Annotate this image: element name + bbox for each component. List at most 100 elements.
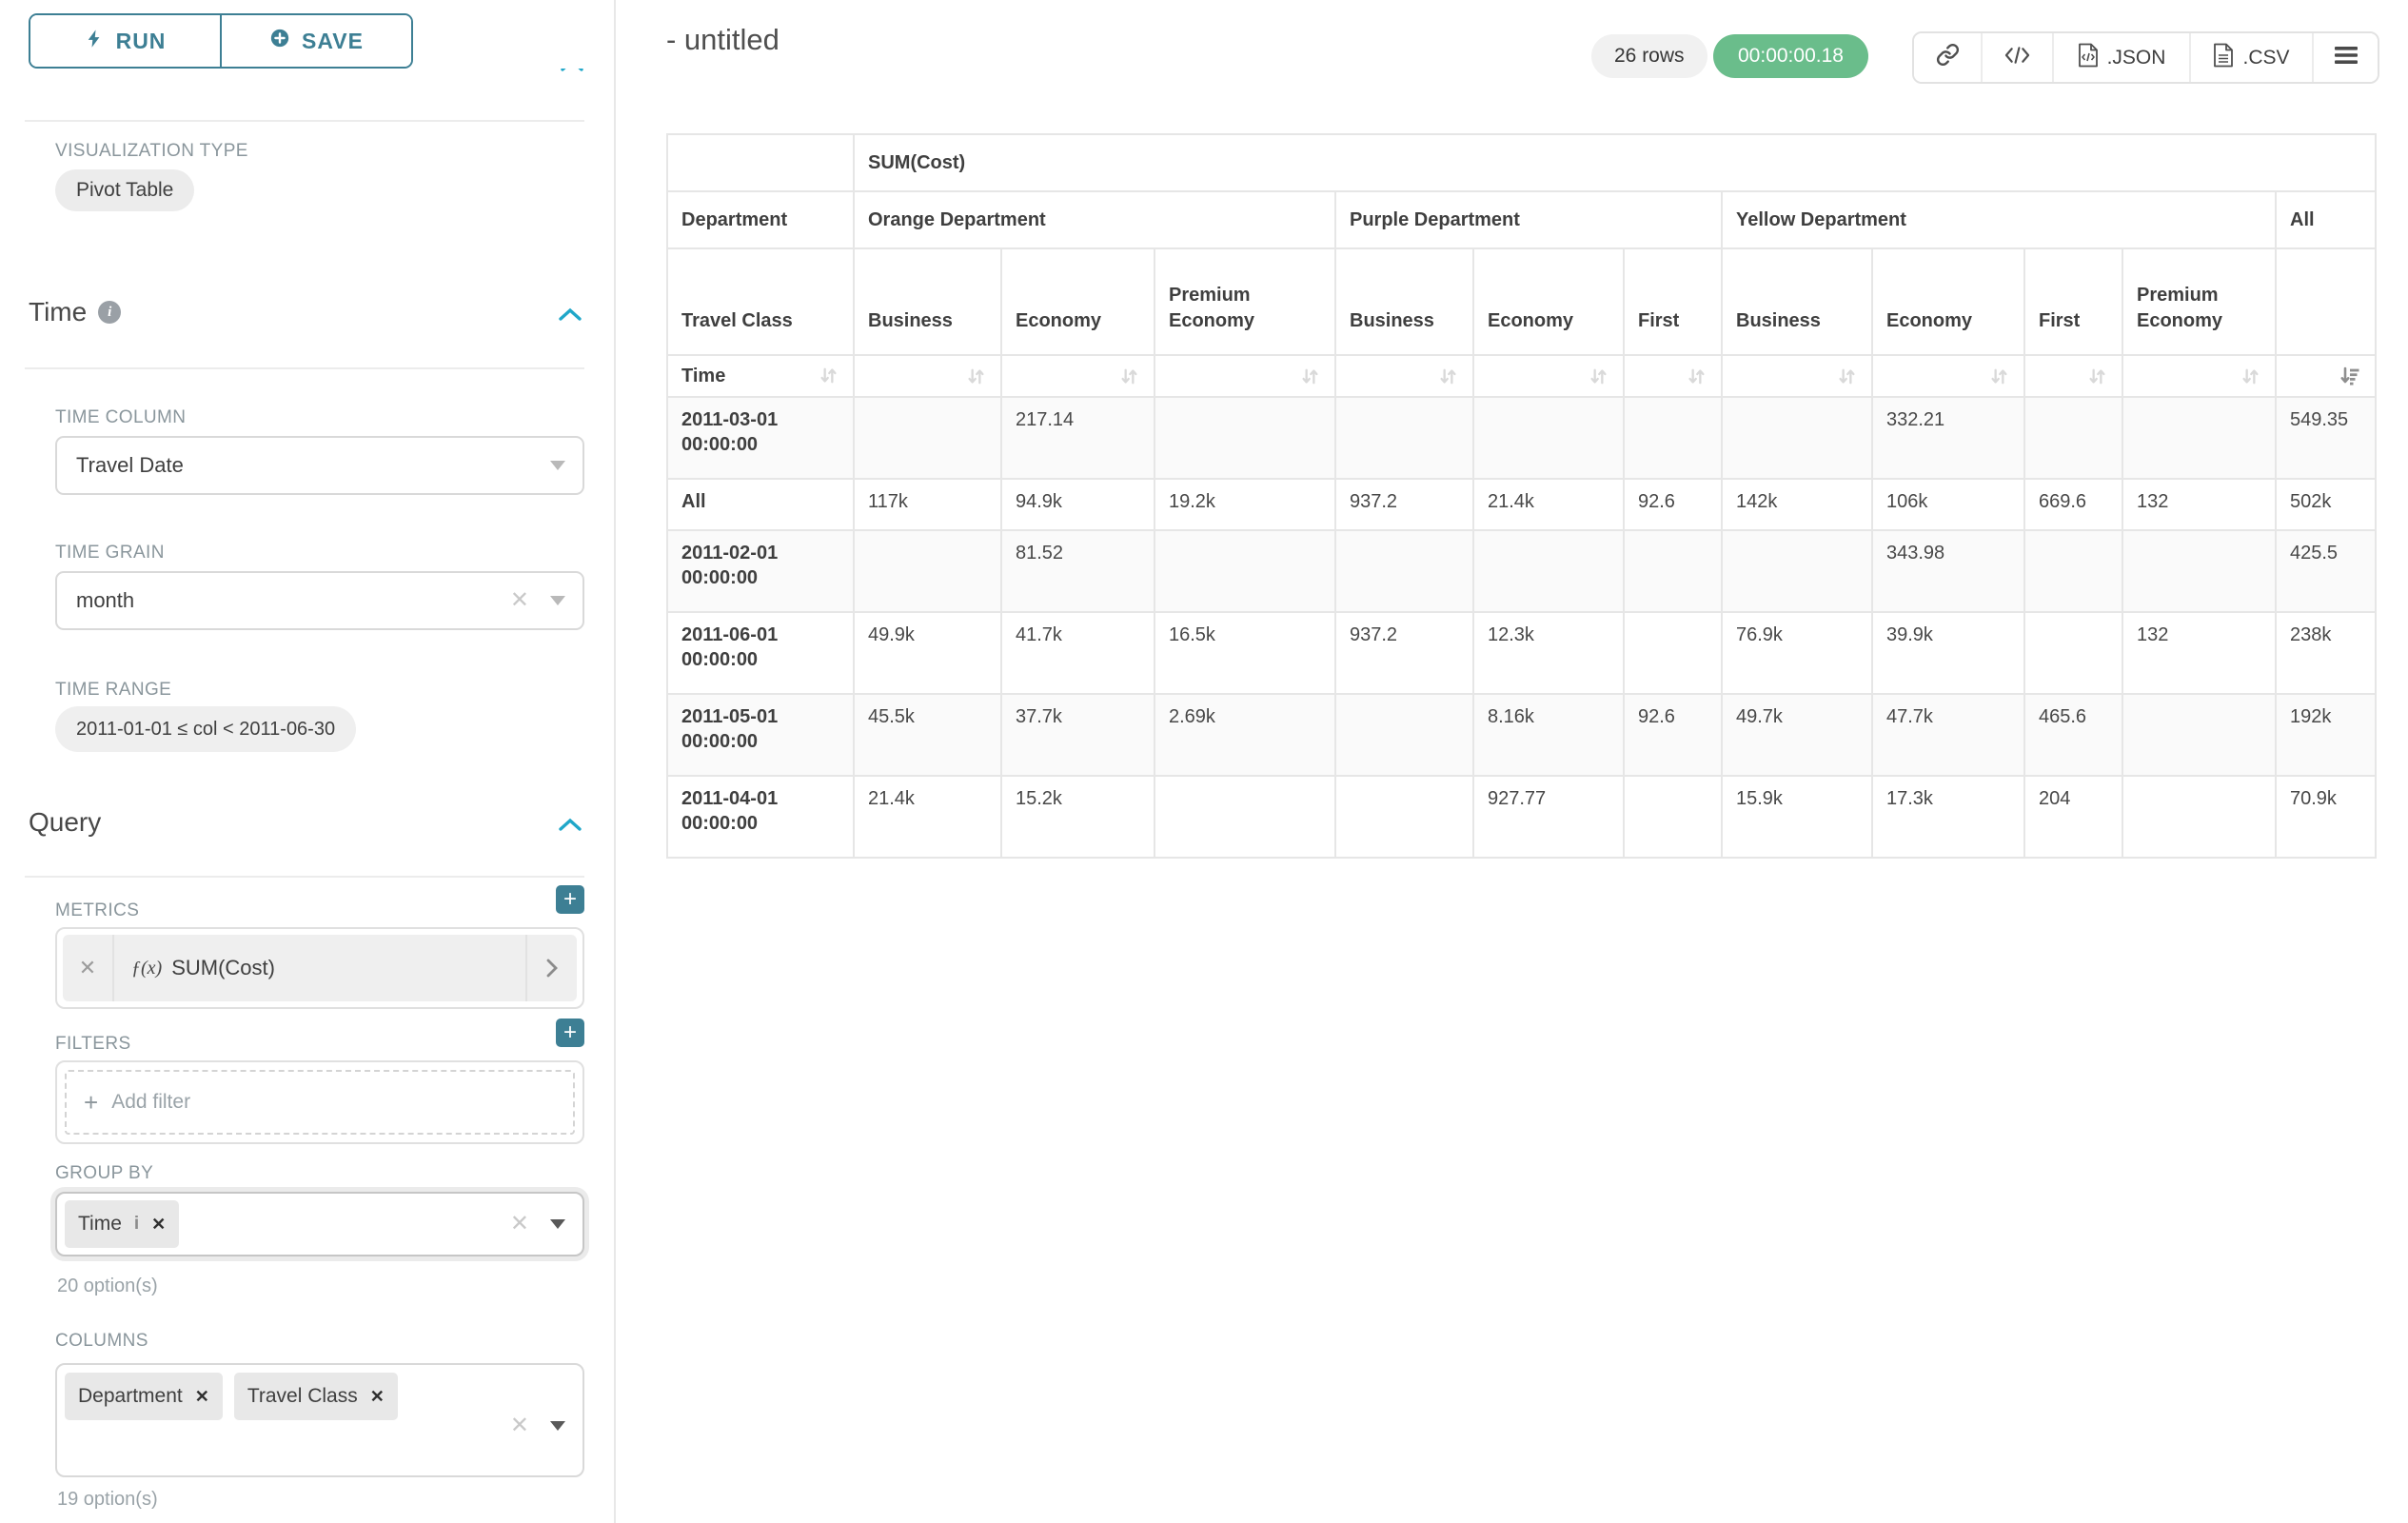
data-cell: [2123, 777, 2277, 859]
run-button[interactable]: RUN: [30, 15, 222, 67]
department-corner-cell: Department: [668, 192, 855, 249]
sortable-column-cell[interactable]: [855, 356, 1002, 398]
chevron-down-icon: [550, 1421, 565, 1431]
menu-button[interactable]: [2312, 33, 2378, 82]
time-collapse-chevron-icon[interactable]: [558, 307, 582, 326]
chevron-down-icon: [550, 1219, 565, 1229]
view-query-button[interactable]: [1981, 33, 2052, 82]
code-icon: [2004, 45, 2030, 71]
add-filter-plus-button[interactable]: +: [556, 1019, 584, 1047]
chart-title[interactable]: - untitled: [666, 23, 780, 56]
time-range-pill[interactable]: 2011-01-01 ≤ col < 2011-06-30: [55, 706, 357, 752]
subcolumn-header: First: [2025, 249, 2123, 356]
sort-descending-icon[interactable]: [2290, 365, 2361, 387]
sortable-column-cell[interactable]: [1873, 356, 2025, 398]
sortable-column-cell[interactable]: [1336, 356, 1474, 398]
table-row: 2011-06-01 00:00:00 49.9k 41.7k 16.5k 937.2 1…: [668, 613, 2378, 695]
time-grain-select[interactable]: month ✕: [55, 571, 584, 630]
viz-type-pill[interactable]: Pivot Table: [55, 169, 195, 211]
data-cell: [1723, 398, 1873, 480]
data-cell: 502k: [2277, 480, 2378, 531]
data-cell: [1336, 777, 1474, 859]
share-link-button[interactable]: [1914, 33, 1981, 82]
metric-header-cell: SUM(Cost): [855, 135, 2378, 192]
remove-chip-icon[interactable]: ✕: [194, 1386, 209, 1406]
columns-label: COLUMNS: [55, 1331, 148, 1351]
clear-icon[interactable]: ✕: [509, 1413, 529, 1438]
data-cell: 15.2k: [1002, 777, 1155, 859]
filters-label: FILTERS: [55, 1034, 131, 1054]
sortable-column-cell[interactable]: [2025, 356, 2123, 398]
subcolumn-header: Economy: [1873, 249, 2025, 356]
viz-type-label: VISUALIZATION TYPE: [55, 141, 248, 161]
time-column-label: TIME COLUMN: [55, 407, 187, 427]
data-cell: 332.21: [1873, 398, 2025, 480]
data-cell: 92.6: [1625, 695, 1723, 777]
data-cell: 21.4k: [855, 777, 1002, 859]
time-grain-label: TIME GRAIN: [55, 543, 165, 563]
metric-pill[interactable]: ✕ ƒ(x) SUM(Cost): [63, 935, 577, 1001]
sort-toggle-icon[interactable]: [1886, 366, 2010, 387]
time-section-header: Time i: [29, 297, 122, 327]
sortable-column-cell[interactable]: [1625, 356, 1723, 398]
add-filter-button[interactable]: + Add filter: [65, 1070, 575, 1135]
sortable-column-cell[interactable]: [1474, 356, 1625, 398]
add-metric-button[interactable]: +: [556, 885, 584, 914]
export-json-button[interactable]: .JSON: [2052, 33, 2189, 82]
sortable-column-cell[interactable]: [2123, 356, 2277, 398]
sort-toggle-icon[interactable]: [1016, 366, 1140, 387]
sort-toggle-icon[interactable]: [1350, 366, 1459, 387]
data-cell: 142k: [1723, 480, 1873, 531]
subcolumn-header: Economy: [1002, 249, 1155, 356]
subcolumn-header: Business: [855, 249, 1002, 356]
time-column-select[interactable]: Travel Date: [55, 436, 584, 495]
remove-chip-icon[interactable]: ✕: [151, 1214, 167, 1234]
metrics-label: METRICS: [55, 900, 140, 920]
sort-toggle-icon[interactable]: [1169, 366, 1321, 387]
remove-chip-icon[interactable]: ✕: [369, 1386, 385, 1406]
sort-toggle-icon[interactable]: [1736, 366, 1858, 387]
data-cell: 343.98: [1873, 531, 2025, 613]
row-header-cell: All: [668, 480, 855, 531]
time-range-label: TIME RANGE: [55, 680, 172, 700]
data-cell: 15.9k: [1723, 777, 1873, 859]
sort-toggle-icon[interactable]: [868, 366, 987, 387]
sort-toggle-icon[interactable]: [1488, 366, 1609, 387]
sortable-column-cell[interactable]: [1002, 356, 1155, 398]
columns-options-hint: 19 option(s): [57, 1489, 158, 1510]
data-cell: 425.5: [2277, 531, 2378, 613]
metric-name: SUM(Cost): [171, 956, 275, 979]
sortable-column-cell[interactable]: [1155, 356, 1336, 398]
table-row: SUM(Cost): [668, 135, 2378, 192]
sortable-column-cell[interactable]: [1723, 356, 1873, 398]
group-by-select[interactable]: Time i ✕ ✕: [55, 1192, 584, 1256]
sort-toggle-icon[interactable]: [2137, 366, 2261, 387]
sort-toggle-icon[interactable]: [1638, 366, 1707, 387]
data-cell: 937.2: [1336, 613, 1474, 695]
data-cell: 106k: [1873, 480, 2025, 531]
columns-chip: Department ✕: [65, 1373, 223, 1420]
sort-toggle-icon[interactable]: [2039, 366, 2108, 387]
data-cell: [2025, 613, 2123, 695]
info-icon[interactable]: i: [133, 1214, 140, 1234]
sort-toggle-icon[interactable]: [818, 365, 839, 386]
save-button[interactable]: SAVE: [222, 15, 411, 67]
data-cell: 45.5k: [855, 695, 1002, 777]
chevron-right-icon[interactable]: [525, 935, 577, 1001]
columns-select[interactable]: Department ✕ Travel Class ✕ ✕: [55, 1363, 584, 1477]
query-collapse-chevron-icon[interactable]: [558, 817, 582, 837]
table-row: 2011-03-01 00:00:00 217.14 332.21 549.35: [668, 398, 2378, 480]
info-icon[interactable]: i: [98, 301, 122, 324]
run-save-button-group: RUN SAVE: [29, 13, 413, 69]
remove-metric-icon[interactable]: ✕: [63, 935, 114, 1001]
pane-divider[interactable]: [614, 0, 616, 1523]
column-group-header: All: [2277, 192, 2378, 249]
export-csv-button[interactable]: .CSV: [2189, 33, 2312, 82]
clear-icon[interactable]: ✕: [509, 1211, 529, 1236]
query-timer-badge: 00:00:00.18: [1713, 34, 1868, 78]
clear-icon[interactable]: ✕: [509, 587, 529, 613]
chevron-down-icon: [550, 596, 565, 605]
csv-file-icon: [2213, 43, 2234, 73]
subcolumn-header: Premium Economy: [1155, 249, 1336, 356]
sortable-column-cell[interactable]: [2277, 356, 2378, 398]
